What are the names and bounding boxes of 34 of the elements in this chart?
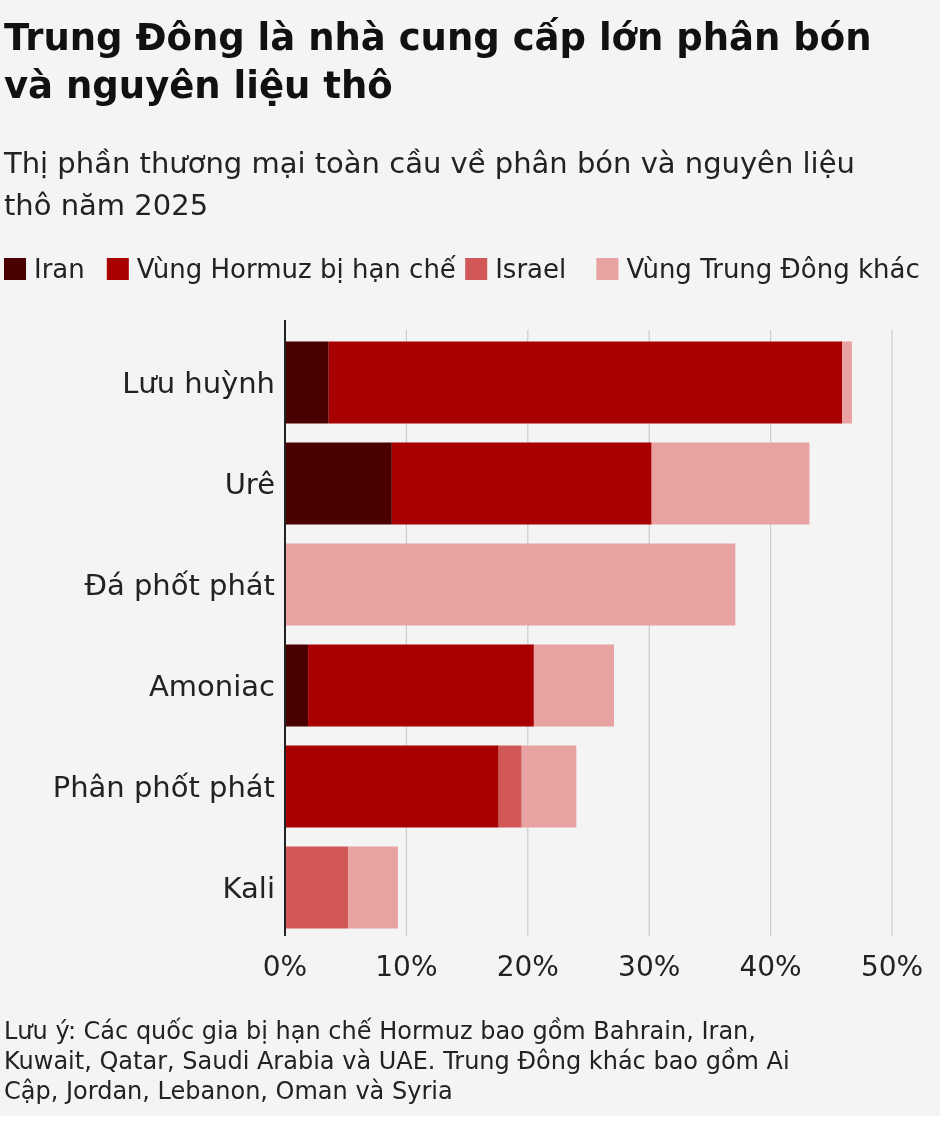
bar: [285, 543, 736, 626]
legend-label: Iran: [34, 254, 85, 284]
y-tick-label: Urê: [224, 466, 275, 501]
x-tick-label: 0%: [262, 950, 308, 983]
chart-title: Trung Đông là nhà cung cấp lớn phân bón và nguyên liệu thô: [4, 15, 873, 109]
bar: [285, 644, 309, 727]
bar: [285, 846, 349, 929]
x-tick-label: 50%: [860, 950, 924, 983]
bar: [651, 442, 810, 525]
y-tick-label: Phân phốt phát: [52, 769, 275, 804]
bar: [348, 846, 398, 929]
bar: [308, 644, 534, 727]
bar: [498, 745, 522, 828]
x-tick-label: 10%: [375, 950, 438, 983]
bar: [328, 341, 843, 424]
bar: [285, 442, 392, 525]
legend-label: Vùng Hormuz bị hạn chế: [136, 254, 456, 284]
legend-label: Israel: [495, 254, 567, 284]
legend-label: Vùng Trung Đông khác: [626, 254, 920, 284]
chart-subtitle: Thị phần thương mại toàn cầu về phân bón và nguyên liệu thô năm 2025: [4, 145, 856, 224]
bar: [285, 745, 499, 828]
x-tick-label: 40%: [739, 950, 802, 983]
x-tick-label: 20%: [496, 950, 559, 983]
bar: [842, 341, 852, 424]
y-tick-label: Đá phốt phát: [84, 567, 275, 602]
bar: [521, 745, 577, 828]
y-tick-label: Kali: [222, 870, 275, 905]
bar: [391, 442, 652, 525]
text: Lưu ý: Các quốc gia bị hạn chế Hormuz bao gồm Bahrain, Iran, Kuwait, Qatar, Saudi Arabia và UAE. Trung Đông khác bao gồm Ai Cập, Jordan, Lebanon, Oman và Syria: [4, 1016, 791, 1106]
x-tick-label: 30%: [618, 950, 681, 983]
bar: [285, 341, 329, 424]
bar: [533, 644, 614, 727]
y-tick-label: Lưu huỳnh: [122, 365, 275, 400]
y-tick-label: Amoniac: [149, 668, 275, 703]
